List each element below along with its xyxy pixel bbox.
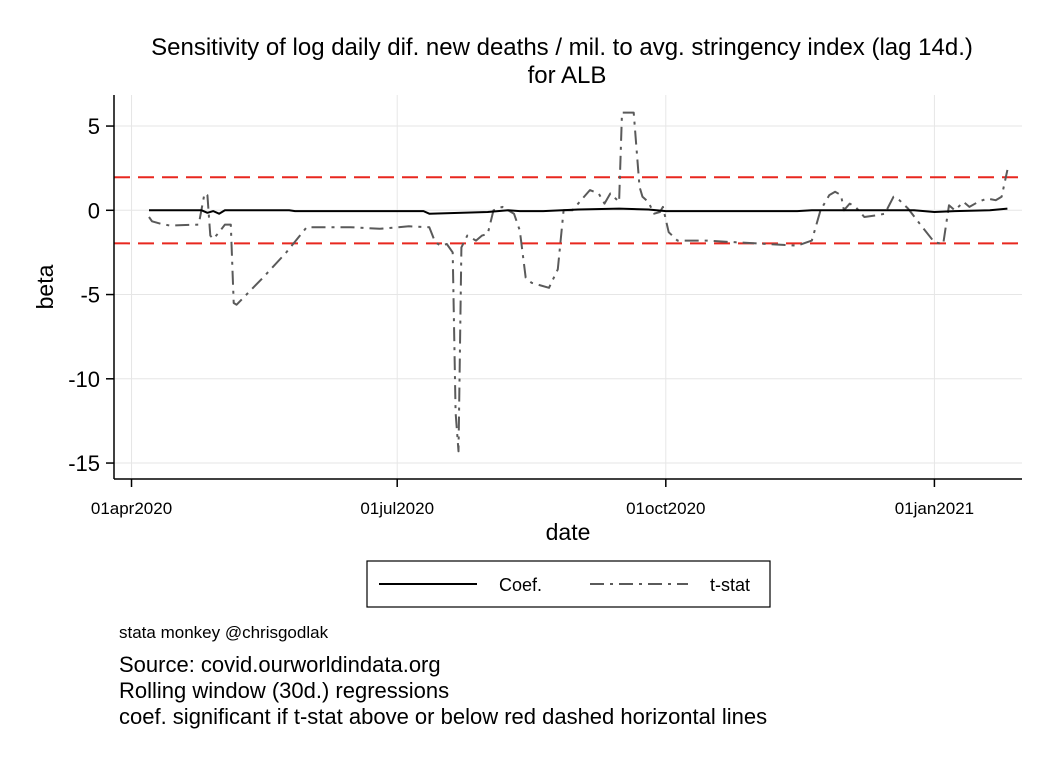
y-tick-label: 0	[88, 198, 100, 223]
reference-lines	[114, 176, 1022, 245]
legend: Coef. t-stat	[366, 560, 771, 608]
x-tick-label: 01jan2021	[895, 499, 974, 518]
y-axis-ticks: 5 0 -5 -10 -15	[68, 114, 114, 476]
y-tick-label: 5	[88, 114, 100, 139]
gridlines	[114, 95, 1022, 479]
method-note: Rolling window (30d.) regressions	[119, 678, 450, 703]
legend-label-tstat: t-stat	[710, 575, 750, 595]
source-note: Source: covid.ourworldindata.org	[119, 652, 441, 677]
significance-note: coef. significant if t-stat above or bel…	[119, 704, 768, 729]
y-tick-label: -15	[68, 451, 100, 476]
legend-label-coef: Coef.	[499, 575, 542, 595]
chart-title: Sensitivity of log daily dif. new deaths…	[151, 34, 973, 61]
series-line-tstat	[148, 111, 1009, 453]
y-tick-label: -5	[80, 283, 100, 308]
x-tick-label: 01oct2020	[626, 499, 705, 518]
x-axis-ticks: 01apr2020 01jul2020 01oct2020 01jan2021	[91, 479, 974, 518]
x-tick-label: 01apr2020	[91, 499, 172, 518]
credit-note: stata monkey @chrisgodlak	[119, 623, 329, 642]
x-tick-label: 01jul2020	[360, 499, 434, 518]
x-axis-label: date	[546, 519, 591, 545]
series-line-coef	[149, 207, 1008, 215]
y-axis-label: beta	[32, 264, 58, 309]
chart-notes: stata monkey @chrisgodlak Source: covid.…	[119, 622, 767, 730]
series-lines	[148, 111, 1009, 453]
chart-subtitle: for ALB	[528, 62, 607, 89]
y-tick-label: -10	[68, 367, 100, 392]
